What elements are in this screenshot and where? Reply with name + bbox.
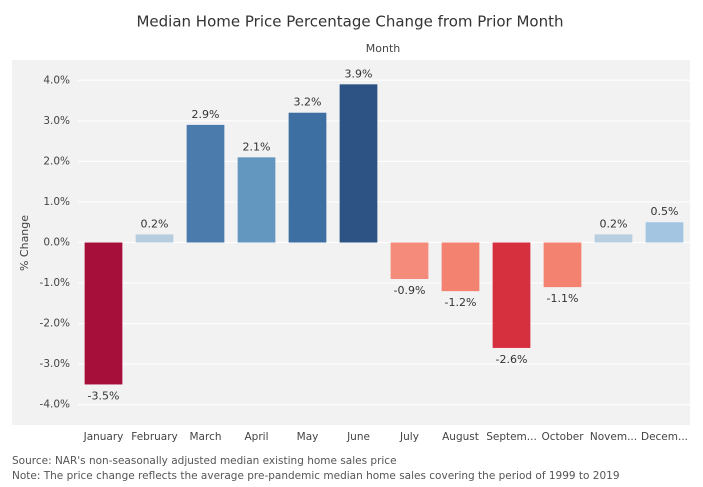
value-label: 0.2%	[141, 217, 169, 230]
x-tick-label: Septem...	[486, 431, 537, 443]
y-axis-label: % Change	[18, 215, 31, 271]
x-tick-label: October	[541, 431, 584, 443]
bar	[186, 124, 225, 243]
y-tick-label: 3.0%	[43, 115, 70, 127]
bar	[237, 157, 276, 243]
y-tick-label: -2.0%	[40, 318, 70, 330]
x-tick-label: January	[83, 431, 124, 443]
y-tick-label: -1.0%	[40, 277, 70, 289]
x-tick-label: March	[189, 431, 221, 443]
source-note: Source: NAR's non-seasonally adjusted me…	[12, 455, 397, 467]
value-label: 2.9%	[192, 108, 220, 121]
chart-title: Median Home Price Percentage Change from…	[136, 13, 563, 31]
x-tick-label: February	[131, 431, 178, 443]
bar	[594, 234, 633, 243]
x-axis-label: Month	[366, 42, 401, 55]
value-label: -3.5%	[88, 389, 120, 402]
value-label: -1.1%	[547, 292, 579, 305]
bar	[135, 234, 174, 243]
y-tick-label: 4.0%	[43, 74, 70, 86]
y-tick-label: -4.0%	[40, 399, 70, 411]
x-tick-label: July	[399, 431, 419, 443]
x-tick-label: June	[346, 431, 370, 443]
value-label: 3.2%	[294, 96, 322, 109]
value-label: 0.5%	[651, 205, 679, 218]
bar	[645, 222, 684, 243]
x-tick-label: Decem...	[641, 431, 688, 443]
bar	[543, 242, 582, 288]
bar	[84, 242, 123, 385]
value-label: -1.2%	[445, 296, 477, 309]
value-label: 3.9%	[345, 67, 373, 80]
value-label: -2.6%	[496, 353, 528, 366]
bar	[390, 242, 429, 279]
x-tick-label: May	[297, 431, 319, 443]
x-tick-label: April	[245, 431, 269, 443]
value-label: -0.9%	[394, 284, 426, 297]
bar	[288, 112, 327, 243]
value-label: 0.2%	[600, 217, 628, 230]
x-tick-label: Novem...	[590, 431, 637, 443]
x-tick-label: August	[442, 431, 479, 443]
bar	[339, 84, 378, 243]
y-tick-label: 2.0%	[43, 155, 70, 167]
y-tick-label: -3.0%	[40, 358, 70, 370]
footnote: Note: The price change reflects the aver…	[12, 470, 620, 482]
value-label: 2.1%	[243, 140, 271, 153]
bar	[441, 242, 480, 292]
y-tick-label: 0.0%	[43, 237, 70, 249]
y-tick-label: 1.0%	[43, 196, 70, 208]
bar	[492, 242, 531, 348]
